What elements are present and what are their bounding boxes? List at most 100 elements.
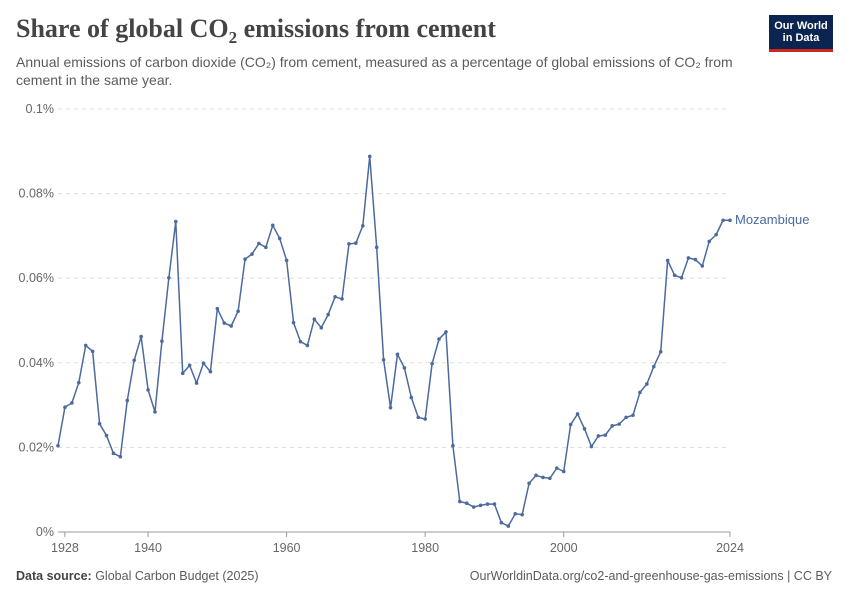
data-point [548,476,552,481]
data-point [381,358,386,362]
data-point [610,424,615,428]
data-point [568,422,573,427]
x-tick-label: 1980 [411,541,439,555]
data-point [326,312,330,317]
data-point [603,433,608,437]
data-point [125,398,130,403]
data-point [714,232,718,237]
data-point [721,218,725,223]
data-point [208,369,213,374]
data-point [492,502,497,506]
data-point [173,219,178,224]
data-point [451,443,455,448]
series-layer: Mozambique [56,154,809,528]
data-point [187,363,192,368]
data-point [589,444,594,449]
data-point [146,388,150,392]
data-point [277,236,282,241]
data-point [367,154,372,159]
y-tick-label: 0.1% [26,102,55,116]
data-point [658,350,663,354]
data-point [423,417,427,421]
data-point [167,275,171,280]
data-point [693,257,698,262]
data-point [561,469,566,474]
data-point [319,325,324,330]
data-point [444,330,448,334]
data-point [132,358,137,363]
x-tick-label: 2000 [550,541,578,555]
data-point [347,242,351,246]
data-point [76,380,81,385]
data-point [665,258,670,263]
data-source: Data source: Global Carbon Budget (2025) [16,569,259,583]
data-point [298,339,303,344]
data-point [374,245,379,250]
data-point [541,475,545,480]
data-point [312,317,317,322]
data-point [437,337,441,341]
series-line [57,155,730,527]
data-point [485,502,490,506]
data-point [222,321,227,325]
data-point [243,257,247,261]
y-tick-label: 0.06% [19,271,54,285]
data-point [180,371,185,376]
data-point [97,421,102,426]
data-point [624,415,628,420]
logo-line-1: Our World [774,20,828,32]
data-point [409,395,414,400]
data-point [555,466,559,470]
grid-lines [58,108,730,533]
data-point [291,320,296,325]
data-point [638,390,642,395]
y-tick-label: 0% [36,525,54,539]
data-point [631,413,635,418]
x-axis-ticks: 1928 1940 1960 1980 2000 2024 [51,532,744,555]
data-point [520,512,524,517]
logo-line-2: in Data [782,32,820,44]
data-point [645,382,649,386]
x-tick-label: 1928 [51,541,79,555]
data-point [596,434,601,438]
data-point [388,405,393,410]
data-point [506,524,511,528]
y-tick-label: 0.08% [19,187,54,201]
data-point [513,512,518,516]
data-point [160,339,164,344]
data-point [215,306,220,311]
x-tick-label: 1960 [273,541,301,555]
data-point [478,503,483,508]
data-point [264,245,268,250]
data-point [354,241,358,245]
owid-logo[interactable]: Our World in Data [769,15,833,52]
data-point [651,364,656,369]
data-point [527,481,531,486]
data-point [534,473,538,478]
data-point [83,343,88,348]
data-point [340,297,344,301]
data-point [56,443,60,448]
data-point [582,426,587,431]
data-point [333,295,337,299]
data-point [111,451,116,456]
y-axis-ticks: 0% 0.02% 0.04% 0.06% 0.08% 0.1% [19,102,54,539]
source-url-link[interactable]: OurWorldinData.org/co2-and-greenhouse-ga… [469,569,832,583]
data-point [728,218,732,223]
x-tick-label: 2024 [716,541,744,555]
data-point [90,349,95,354]
data-point [416,415,421,420]
data-point [458,499,462,504]
series-label: Mozambique [735,212,809,227]
data-point [104,433,109,438]
data-point [139,334,143,339]
y-tick-label: 0.02% [19,440,54,454]
data-point [284,258,289,263]
data-point [361,223,365,228]
data-point [700,264,705,268]
x-tick-label: 1940 [134,541,162,555]
data-point [617,422,621,426]
data-point [430,361,434,366]
y-tick-label: 0.04% [19,356,54,370]
data-point [118,454,123,459]
